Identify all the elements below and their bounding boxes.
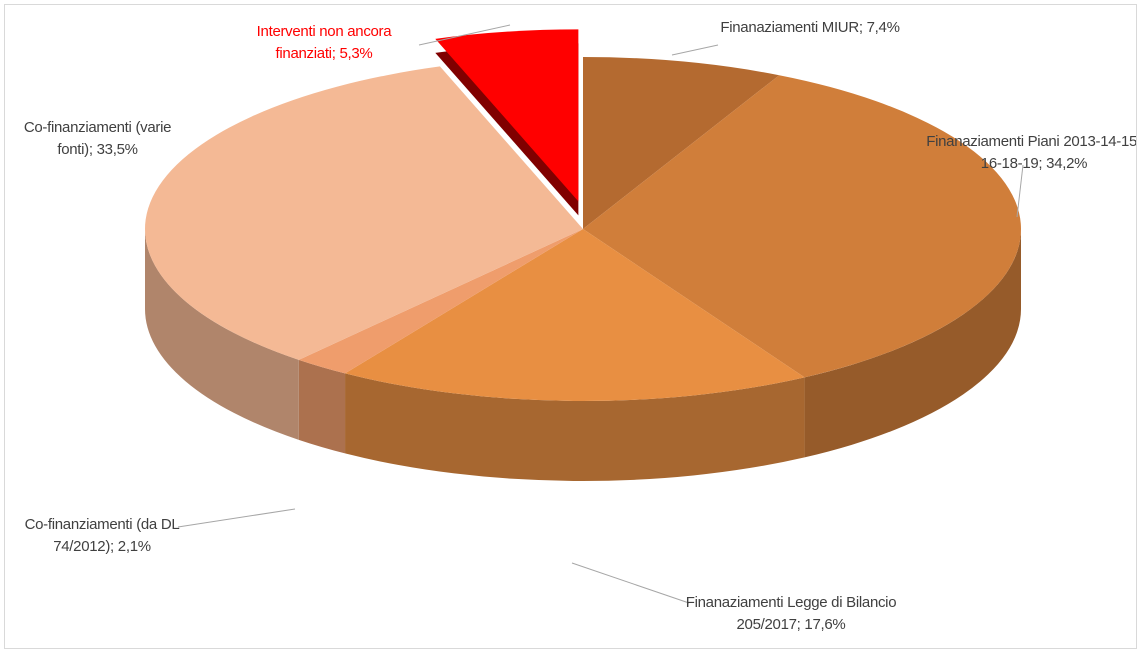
leader-line [1016, 164, 1024, 218]
label-category: Finanaziamenti Piani 2013-14-15-16-18-19… [926, 133, 1137, 172]
data-label: Finanaziamenti Piani 2013-14-15-16-18-19… [923, 131, 1137, 175]
slice [583, 75, 1021, 378]
data-label: Interventi non ancora finanziati; 5,3% [229, 21, 419, 65]
leader-line [571, 562, 690, 604]
slice-side [345, 373, 805, 481]
leader-line [177, 508, 296, 528]
slice-side [804, 229, 1021, 458]
label-value: 17,6% [804, 616, 846, 633]
label-category: Interventi non ancora finanziati; [256, 23, 392, 62]
label-category: Finanaziamenti MIUR; [720, 19, 863, 36]
label-category: Finanaziamenti Legge di Bilancio 205/201… [685, 594, 897, 633]
slice [298, 229, 583, 374]
label-category: Co-finanziamenti (varie fonti); [23, 119, 172, 158]
data-label: Co-finanziamenti (da DL 74/2012); 2,1% [7, 514, 197, 558]
label-value: 34,2% [1046, 155, 1088, 172]
data-label: Finanaziamenti Legge di Bilancio 205/201… [681, 592, 901, 636]
slice [144, 66, 584, 360]
slice-side [298, 359, 346, 454]
leader-line [418, 24, 511, 46]
chart: Finanaziamenti MIUR; 7,4% Finanaziamenti … [4, 4, 1137, 649]
label-value: 33,5% [96, 141, 138, 158]
slice [345, 229, 805, 402]
pie-plot [144, 24, 1024, 604]
data-label: Co-finanziamenti (varie fonti); 33,5% [5, 117, 190, 161]
label-value: 7,4% [866, 19, 900, 36]
slice [583, 57, 780, 229]
data-label: Finanaziamenti MIUR; 7,4% [705, 17, 915, 39]
slice-side [145, 229, 299, 440]
label-value: 2,1% [117, 538, 151, 555]
label-value: 5,3% [339, 45, 373, 62]
label-category: Co-finanziamenti (da DL 74/2012); [24, 516, 180, 555]
leader-line [671, 44, 719, 56]
slice [435, 29, 579, 202]
